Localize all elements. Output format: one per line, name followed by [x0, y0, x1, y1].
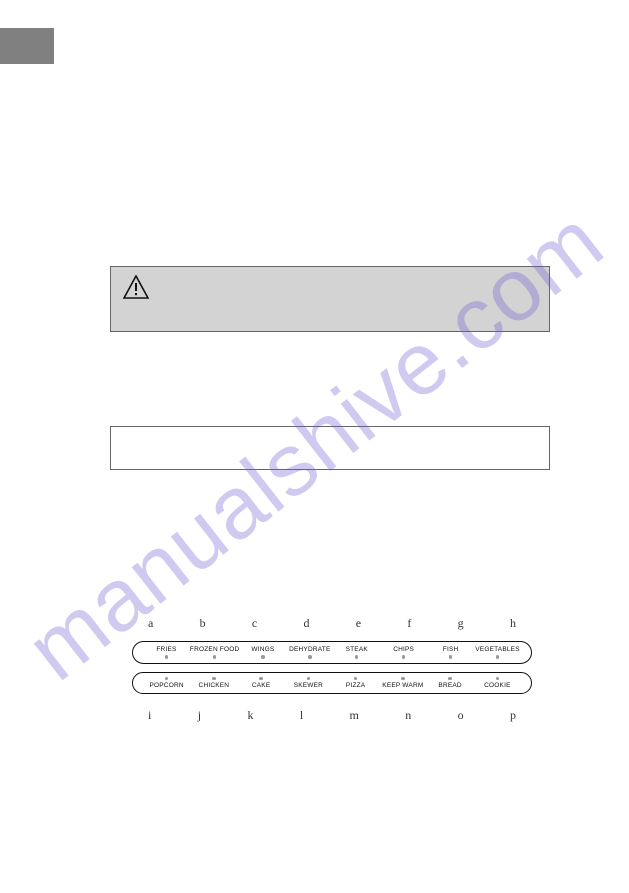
indicator-dot [401, 677, 405, 681]
indicator-dot [261, 655, 265, 659]
legend-letter: e [356, 616, 361, 631]
legend-letter: d [304, 616, 310, 631]
preset-steak: STEAK [333, 646, 380, 659]
page-corner-tab [0, 28, 54, 64]
preset-vegetables: VEGETABLES [474, 646, 521, 659]
preset-chips: CHIPS [380, 646, 427, 659]
preset-row-1: FRIES FROZEN FOOD WINGS DEHYDRATE STEAK … [132, 641, 532, 664]
preset-bread: BREAD [427, 677, 474, 690]
legend-letter: o [458, 708, 464, 723]
legend-letter: c [252, 616, 257, 631]
indicator-dot [212, 677, 216, 681]
indicator-dot [165, 655, 169, 659]
preset-wings: WINGS [239, 646, 286, 659]
preset-skewer: SKEWER [285, 677, 332, 690]
indicator-dot [213, 655, 217, 659]
preset-popcorn: POPCORN [143, 677, 190, 690]
indicator-dot [307, 677, 311, 681]
legend-letter: j [198, 708, 201, 723]
legend-letter: h [510, 616, 516, 631]
indicator-dot [402, 655, 406, 659]
legend-letter: n [405, 708, 411, 723]
note-outline-box [110, 426, 550, 470]
indicator-dot [354, 677, 358, 681]
indicator-dot [165, 677, 169, 681]
indicator-dot [449, 655, 453, 659]
preset-fish: FISH [427, 646, 474, 659]
preset-control-panel: a b c d e f g h FRIES FROZEN FOOD WINGS … [132, 616, 532, 733]
preset-chicken: CHICKEN [190, 677, 237, 690]
indicator-dot [496, 677, 500, 681]
warning-triangle-icon [123, 275, 537, 299]
legend-letter: i [148, 708, 151, 723]
indicator-dot [448, 677, 452, 681]
preset-row-2: POPCORN CHICKEN CAKE SKEWER PIZZA KEEP W… [132, 672, 532, 695]
legend-letter: f [407, 616, 411, 631]
legend-letter: l [300, 708, 303, 723]
indicator-dot [355, 655, 359, 659]
legend-letter: m [350, 708, 359, 723]
preset-fries: FRIES [143, 646, 190, 659]
preset-cookie: COOKIE [474, 677, 521, 690]
legend-letter: k [247, 708, 253, 723]
preset-cake: CAKE [238, 677, 285, 690]
legend-letters-top: a b c d e f g h [132, 616, 532, 641]
indicator-dot [259, 677, 263, 681]
legend-letter: g [458, 616, 464, 631]
preset-frozen-food: FROZEN FOOD [190, 646, 240, 659]
legend-letters-bottom: i j k l m n o p [132, 702, 532, 733]
indicator-dot [308, 655, 312, 659]
indicator-dot [496, 655, 500, 659]
legend-letter: b [200, 616, 206, 631]
preset-dehydrate: DEHYDRATE [286, 646, 333, 659]
preset-keep-warm: KEEP WARM [379, 677, 426, 690]
warning-callout-box [110, 266, 550, 332]
preset-pizza: PIZZA [332, 677, 379, 690]
legend-letter: a [148, 616, 153, 631]
legend-letter: p [510, 708, 516, 723]
